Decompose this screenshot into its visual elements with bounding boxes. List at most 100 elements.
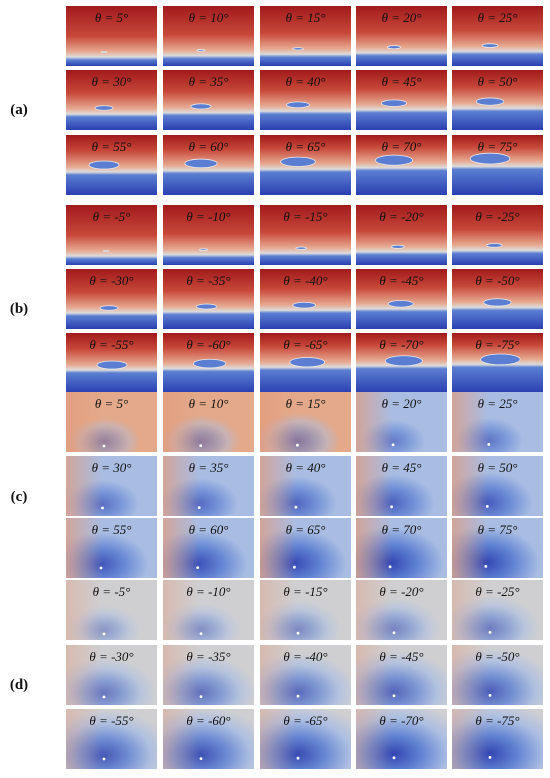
contour-panel: θ = -75° (452, 333, 543, 393)
field-upstream (66, 392, 157, 452)
contour-panel: θ = 40° (260, 456, 351, 516)
contour-image (260, 333, 351, 393)
contour-panel: θ = -60° (163, 333, 254, 393)
field-background (356, 269, 447, 329)
angle-label: θ = 65° (285, 139, 326, 154)
field-upstream (356, 518, 447, 578)
contour-panel: θ = -40° (260, 269, 351, 329)
contour-image (260, 580, 351, 640)
cavity-region (196, 49, 206, 52)
cavity-region (99, 305, 119, 311)
cavity-region (374, 154, 414, 166)
contour-image (260, 135, 351, 195)
angle-label: θ = 30° (91, 460, 132, 475)
field-upstream (163, 709, 254, 769)
contour-panel: θ = 5° (66, 392, 157, 452)
contour-image (452, 518, 543, 578)
cavity-region (102, 250, 110, 252)
contour-image (452, 333, 543, 393)
angle-label: θ = -10° (186, 584, 231, 599)
field-upstream (356, 645, 447, 705)
contour-image (163, 518, 254, 578)
contour-image (452, 6, 543, 66)
field-upstream (260, 518, 351, 578)
cavity-region (390, 244, 405, 249)
contour-image (260, 205, 351, 265)
field-upstream (356, 580, 447, 640)
angle-label: θ = -15° (283, 584, 328, 599)
contour-image (163, 580, 254, 640)
contour-panel: θ = 30° (66, 456, 157, 516)
body-marker (488, 756, 492, 759)
contour-image (356, 333, 447, 393)
angle-label: θ = 55° (91, 139, 132, 154)
angle-label: θ = 25° (477, 396, 518, 411)
contour-panel: θ = 5° (66, 6, 157, 66)
field-upstream (356, 456, 447, 516)
contour-panel: θ = -70° (356, 333, 447, 393)
contour-panel: θ = 65° (260, 518, 351, 578)
contour-panel: θ = -20° (356, 580, 447, 640)
contour-image (452, 645, 543, 705)
angle-label: θ = -65° (283, 337, 328, 352)
cavity-region (384, 355, 423, 367)
contour-image (356, 135, 447, 195)
body-marker (390, 505, 393, 509)
contour-panel: θ = 55° (66, 518, 157, 578)
contour-panel: θ = -50° (452, 645, 543, 705)
contour-image (66, 70, 157, 130)
contour-image (163, 6, 254, 66)
angle-label: θ = 60° (188, 139, 229, 154)
cavity-region (475, 97, 505, 106)
field-background (66, 6, 157, 66)
angle-label: θ = -5° (92, 209, 131, 224)
cavity-region (292, 301, 317, 309)
field-background (452, 205, 543, 265)
angle-label: θ = -70° (379, 713, 424, 728)
contour-panel: θ = 20° (356, 392, 447, 452)
body-marker (391, 443, 395, 447)
body-marker (392, 694, 396, 698)
body-marker (392, 631, 396, 635)
cavity-region (295, 246, 307, 250)
field-background (66, 269, 157, 329)
angle-label: θ = 10° (188, 10, 229, 25)
field-upstream (452, 709, 543, 769)
angle-label: θ = 35° (188, 74, 229, 89)
contour-panel: θ = -5° (66, 580, 157, 640)
angle-label: θ = -75° (475, 337, 520, 352)
contour-panel: θ = -25° (452, 580, 543, 640)
contour-image (356, 580, 447, 640)
body-marker (99, 566, 103, 570)
angle-label: θ = -40° (283, 273, 328, 288)
contour-image (260, 456, 351, 516)
angle-label: θ = 30° (91, 74, 132, 89)
contour-image (163, 392, 254, 452)
cavity-region (387, 300, 414, 308)
angle-label: θ = -25° (475, 584, 520, 599)
contour-image (66, 6, 157, 66)
contour-panel: θ = 65° (260, 135, 351, 195)
field-upstream (452, 518, 543, 578)
angle-label: θ = 5° (94, 10, 129, 25)
contour-image (66, 392, 157, 452)
contour-image (452, 456, 543, 516)
contour-panel: θ = 20° (356, 6, 447, 66)
cavity-region (481, 43, 499, 48)
field-upstream (356, 392, 447, 452)
contour-panel: θ = -10° (163, 580, 254, 640)
field-upstream (260, 580, 351, 640)
body-marker (101, 506, 104, 510)
body-marker (294, 505, 298, 509)
contour-panel: θ = 60° (163, 135, 254, 195)
field-background (66, 205, 157, 265)
contour-panel: θ = 50° (452, 456, 543, 516)
contour-panel: θ = 25° (452, 392, 543, 452)
field-background (260, 70, 351, 130)
field-upstream (66, 518, 157, 578)
contour-panel: θ = 35° (163, 456, 254, 516)
angle-label: θ = 20° (381, 10, 422, 25)
field-upstream (163, 580, 254, 640)
field-background (356, 6, 447, 66)
field-upstream (260, 709, 351, 769)
